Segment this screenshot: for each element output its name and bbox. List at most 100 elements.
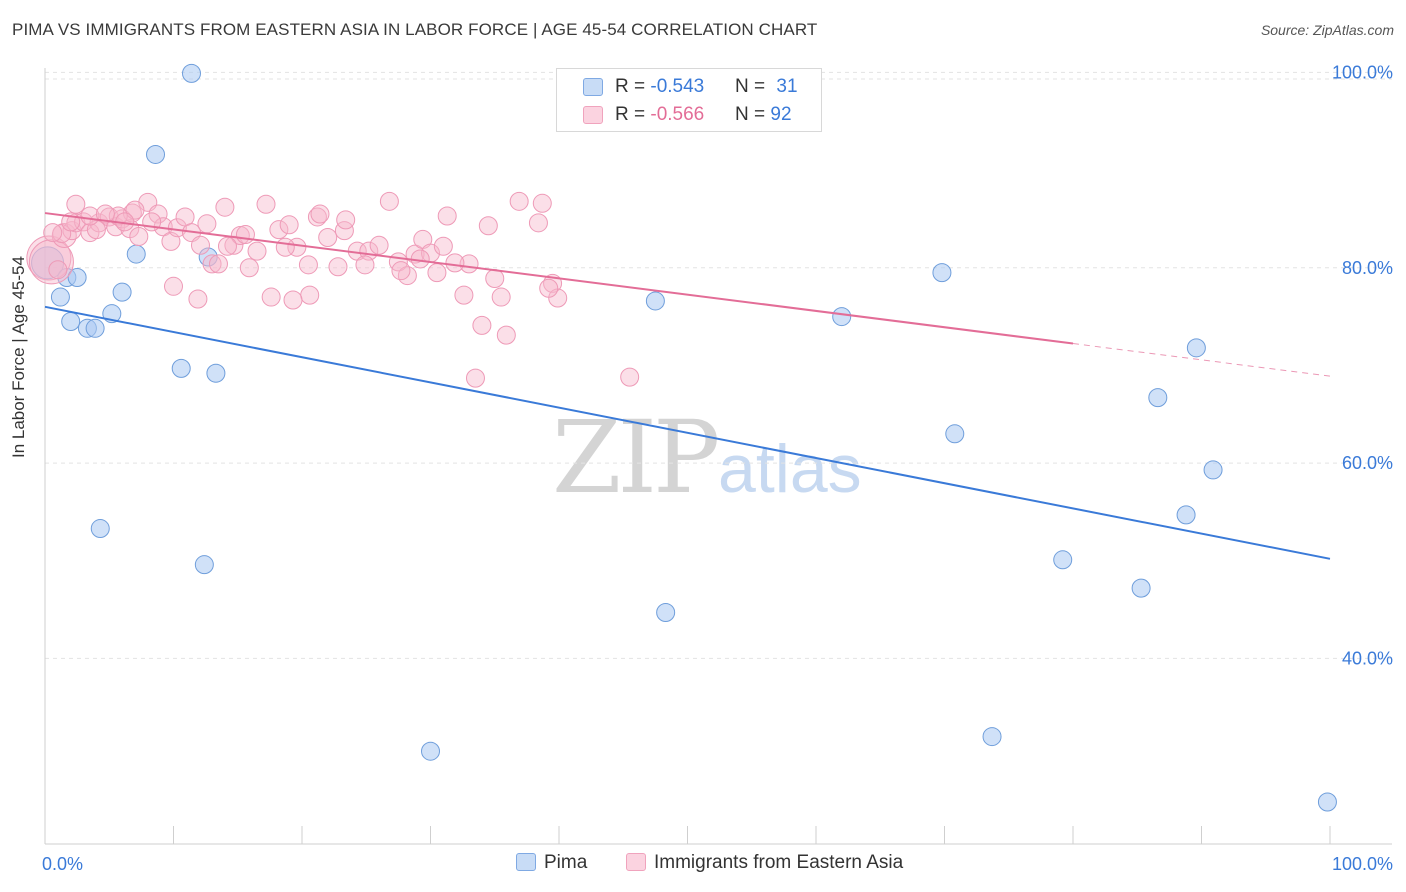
asia-trend-line [44, 212, 1074, 345]
asia-point [397, 266, 417, 286]
pima-point [61, 311, 81, 331]
watermark-zip: ZIP [552, 399, 717, 516]
series-legend: Pima Immigrants from Eastern Asia [0, 852, 1406, 878]
pima-point [206, 363, 226, 383]
asia-point [478, 216, 498, 236]
asia-point [80, 206, 100, 226]
y-tick-label: 60.0% [1342, 453, 1393, 473]
asia-point [318, 227, 338, 247]
legend-label-asia: Immigrants from Eastern Asia [654, 852, 904, 873]
pima-point [146, 144, 166, 164]
pima-point [126, 244, 146, 264]
asia-point [235, 225, 255, 245]
asia-point [95, 204, 115, 224]
asia-point [275, 237, 295, 257]
asia-point [437, 206, 457, 226]
asia-point [208, 254, 228, 274]
asia-point [230, 226, 250, 246]
r-value: -0.543 [650, 76, 705, 97]
pima-point [421, 741, 440, 761]
source-label: Source: ZipAtlas.com [1260, 22, 1394, 38]
asia-point [129, 227, 149, 247]
asia-point [391, 261, 411, 281]
pima-swatch [583, 78, 603, 96]
asia-swatch [583, 106, 603, 124]
pima-point [1176, 505, 1196, 525]
asia-point [454, 285, 474, 305]
pima-point [1186, 338, 1206, 358]
asia-point [28, 239, 74, 285]
asia-point [307, 207, 327, 227]
asia-point [509, 191, 529, 211]
pima-point [85, 318, 105, 338]
pima-point [181, 63, 201, 83]
asia-point [66, 194, 86, 214]
legend-row-pima: R = -0.543 N = 31 [557, 73, 821, 101]
pima-point [112, 282, 132, 302]
n-value: 92 [770, 104, 792, 125]
pima-point [1131, 578, 1151, 598]
asia-point [485, 268, 505, 288]
asia-point [491, 287, 511, 307]
r-value: -0.566 [650, 104, 705, 125]
pima-trend-line [44, 305, 1331, 560]
asia-point [445, 253, 465, 273]
asia-point [247, 241, 267, 261]
pima-point [1317, 792, 1337, 812]
asia-point [539, 278, 559, 298]
asia-point [620, 367, 640, 387]
y-tick-label: 40.0% [1342, 648, 1393, 668]
legend-label-pima: Pima [544, 852, 588, 873]
asia-point [43, 223, 63, 243]
asia-point [355, 255, 375, 275]
asia-point [215, 197, 235, 217]
asia-point [532, 193, 552, 213]
pima-point [67, 268, 87, 288]
asia-point [328, 257, 348, 277]
asia-point [310, 204, 330, 224]
pima-point [194, 555, 214, 575]
pima-point [171, 358, 191, 378]
pima-point [90, 519, 110, 539]
asia-point [190, 235, 210, 255]
n-value: 31 [776, 76, 798, 97]
asia-point [465, 368, 485, 388]
n-label: N = [735, 104, 771, 125]
asia-point [239, 258, 259, 278]
pima-point [982, 727, 1002, 747]
legend-item-pima[interactable]: Pima [516, 852, 587, 874]
asia-point [528, 213, 548, 233]
asia-swatch [626, 853, 646, 871]
pima-point [1148, 388, 1168, 408]
n-label: N = [735, 76, 771, 97]
y-tick-label: 100.0% [1332, 62, 1393, 82]
asia-point [217, 236, 237, 256]
asia-point [379, 191, 399, 211]
pima-point [645, 291, 665, 311]
asia-point [369, 235, 389, 255]
legend-item-asia[interactable]: Immigrants from Eastern Asia [626, 852, 903, 874]
pima-point [932, 263, 952, 283]
asia-point [298, 255, 318, 275]
x-tick-label: 100.0% [1332, 854, 1393, 874]
asia-point [496, 325, 516, 345]
asia-point [279, 215, 299, 235]
asia-point [287, 237, 307, 257]
pima-point [945, 424, 965, 444]
asia-point [164, 276, 183, 296]
asia-point [300, 285, 320, 305]
pima-swatch [516, 853, 536, 871]
asia-point [202, 254, 222, 274]
pima-point [656, 603, 676, 623]
asia-point [256, 194, 276, 214]
correlation-legend: R = -0.543 N = 31 R = -0.566 N = 92 [556, 68, 822, 132]
asia-point [283, 290, 303, 310]
asia-point [336, 210, 356, 230]
r-label: R = [615, 76, 651, 97]
asia-point [48, 260, 68, 280]
r-label: R = [615, 104, 651, 125]
pima-point [50, 287, 70, 307]
asia-point [188, 289, 208, 309]
asia-point [433, 236, 453, 256]
pima-point [1053, 550, 1073, 570]
